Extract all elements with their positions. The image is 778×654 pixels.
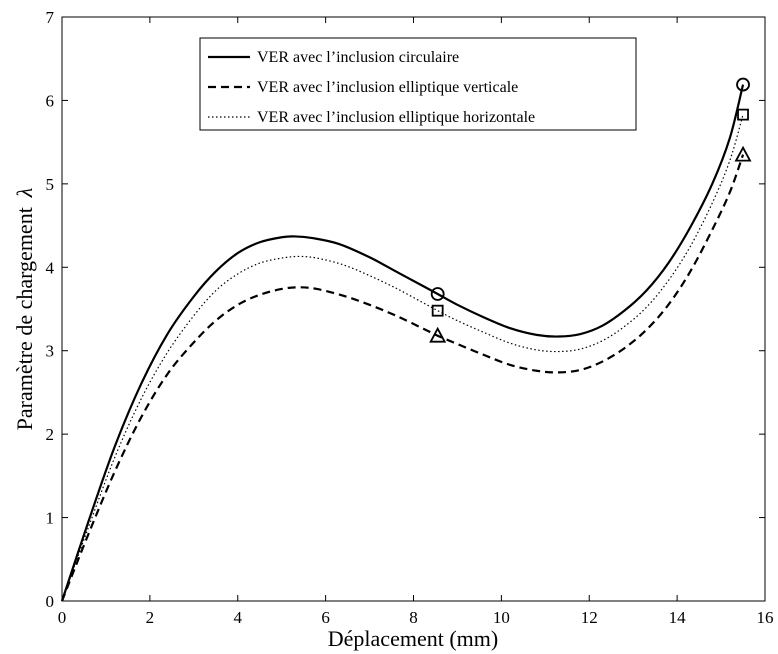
y-axis-title-text: Paramètre de chargement <box>12 207 37 430</box>
x-tick-label: 2 <box>146 608 155 627</box>
x-axis-title: Déplacement (mm) <box>328 626 498 651</box>
x-tick-label: 0 <box>58 608 67 627</box>
y-axis-title-group: Paramètre de chargement λ <box>12 188 37 431</box>
marker-square <box>737 108 749 121</box>
x-tick-label: 4 <box>234 608 243 627</box>
legend-label-circulaire: VER avec l’inclusion circulaire <box>257 49 459 66</box>
series-layer <box>60 84 745 602</box>
marker-circle <box>430 287 445 301</box>
y-axis-title: Paramètre de chargement λ <box>12 188 37 431</box>
marker-triangle <box>429 326 447 343</box>
legend-label-verticale: VER avec l’inclusion elliptique vertical… <box>257 79 518 96</box>
series-line-solid <box>60 84 745 602</box>
y-tick-label: 4 <box>46 258 55 277</box>
legend-box <box>199 37 637 131</box>
series-line-dotted <box>61 114 744 602</box>
y-tick-label: 2 <box>46 425 55 444</box>
x-tick-label: 8 <box>409 608 418 627</box>
x-tick-label: 10 <box>493 608 510 627</box>
legend-label-horizontale: VER avec l’inclusion elliptique horizont… <box>257 109 535 126</box>
x-tick-label: 6 <box>321 608 330 627</box>
y-tick-label: 6 <box>46 91 55 110</box>
x-tick-label: 14 <box>669 608 687 627</box>
y-tick-label: 1 <box>46 509 55 528</box>
y-tick-label: 7 <box>46 8 55 27</box>
marker-square <box>431 304 444 317</box>
x-tick-label: 16 <box>757 608 774 627</box>
legend: VER avec l’inclusion circulaire VER avec… <box>199 37 637 131</box>
marker-circle <box>736 77 750 92</box>
markers-layer <box>429 77 752 343</box>
y-axis-title-symbol: λ <box>12 188 37 199</box>
y-tick-label: 3 <box>46 342 55 361</box>
series-line-dashed <box>60 154 745 602</box>
y-tick-label: 0 <box>46 592 55 611</box>
y-tick-label: 5 <box>46 175 55 194</box>
marker-triangle <box>734 145 752 162</box>
x-tick-label: 12 <box>581 608 598 627</box>
